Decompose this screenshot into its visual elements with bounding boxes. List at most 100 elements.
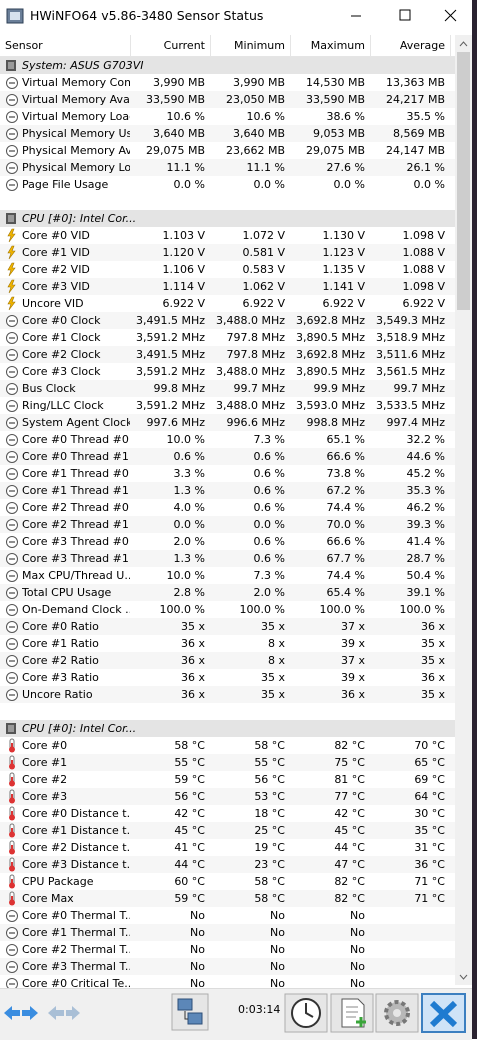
close-button[interactable] <box>421 993 466 1033</box>
sensor-value: 0.0 % <box>333 177 365 191</box>
network-button[interactable] <box>171 993 209 1031</box>
sensor-value: No <box>350 976 365 990</box>
sensor-name: Core #0 <box>22 738 68 752</box>
sensor-icon <box>6 382 18 395</box>
sensor-value: 30 °C <box>414 806 445 820</box>
sensor-row: Core #1 Thread #1... 1.3 % 0.6 % 67.2 % 35.3… <box>0 481 455 499</box>
sensor-value: No <box>270 925 285 939</box>
sensor-row: Core #0 Clock 3,491.5 MHz 3,488.0 MHz 3,692… <box>0 311 455 329</box>
window-controls[interactable] <box>345 4 473 28</box>
sensor-value: 997.6 MHz <box>146 415 205 429</box>
scroll-thumb[interactable] <box>457 52 470 310</box>
sensor-value: 19 °C <box>254 840 285 854</box>
column-separator <box>210 35 211 56</box>
sensor-value: 58 °C <box>254 874 285 888</box>
sensor-icon <box>6 535 18 548</box>
sensor-row: Core #2 Thread #0... 4.0 % 0.6 % 74.4 % 46.2… <box>0 498 455 516</box>
sensor-value: 29,075 MB <box>305 143 365 157</box>
sensor-icon <box>6 586 18 599</box>
sensor-row: Core #1 Thread #0... 3.3 % 0.6 % 73.8 % 45.2… <box>0 464 455 482</box>
sensor-value: 3,488.0 MHz <box>215 364 285 378</box>
sensor-value: 100.0 % <box>399 602 445 616</box>
sensor-icon <box>6 620 18 633</box>
sensor-icon <box>6 501 18 514</box>
sensor-row: Core #2 59 °C 56 °C 81 °C 69 °C <box>0 770 455 788</box>
sensor-value: 44 °C <box>334 840 365 854</box>
sensor-value: 1.141 V <box>322 279 365 293</box>
sensor-value: No <box>350 942 365 956</box>
sensor-name: Ring/LLC Clock <box>22 398 104 412</box>
sensor-name: Max CPU/Thread U... <box>22 568 130 582</box>
sensor-value: 39 x <box>340 636 365 650</box>
sensor-row: System Agent Clock 997.6 MHz 996.6 MHz 998.… <box>0 413 455 431</box>
sensor-value: 3.3 % <box>173 466 205 480</box>
sensor-value: 3,533.5 MHz <box>375 398 445 412</box>
sensor-value: 1.088 V <box>402 245 445 259</box>
group-row: CPU [#0]: Intel Cor... <box>0 209 455 227</box>
sensor-value: 3,640 MB <box>232 126 285 140</box>
sensor-value: 6.922 V <box>322 296 365 310</box>
clock-button[interactable] <box>284 993 328 1033</box>
sensor-value: 35 x <box>180 619 205 633</box>
sensor-icon <box>6 518 18 531</box>
sensor-icon <box>7 279 16 293</box>
sensor-value: 99.8 MHz <box>153 381 205 395</box>
sensor-value: 100.0 % <box>319 602 365 616</box>
maximize[interactable] <box>399 9 411 21</box>
sensor-value: 35 x <box>260 670 285 684</box>
nav-button[interactable] <box>4 1006 38 1020</box>
sensor-row: Core #2 Thermal T... No No No <box>0 940 455 958</box>
sensor-value: 39.1 % <box>406 585 445 599</box>
report-button[interactable] <box>330 993 374 1033</box>
sensor-value: 50.4 % <box>406 568 445 582</box>
sensor-value: 36 x <box>180 653 205 667</box>
sensor-value: No <box>270 942 285 956</box>
group-row: CPU [#0]: Intel Cor... <box>0 719 455 737</box>
nav-button-disabled[interactable] <box>48 1006 80 1020</box>
sensor-row: Max CPU/Thread U... 10.0 % 7.3 % 74.4 % 50.4… <box>0 566 455 584</box>
sensor-row: Virtual Memory Load 10.6 % 10.6 % 38.6 % 35.… <box>0 107 455 125</box>
sensor-value: 58 °C <box>254 738 285 752</box>
sensor-value: 0.0 % <box>253 517 285 531</box>
sensor-name: Core #0 Thread #0... <box>22 432 130 446</box>
sensor-value: 24,217 MB <box>385 92 445 106</box>
sensor-value: 53 °C <box>254 789 285 803</box>
sensor-value: 3,591.2 MHz <box>135 364 205 378</box>
sensor-row: Core Max 59 °C 58 °C 82 °C 71 °C <box>0 889 455 907</box>
sensor-name: Core #0 Distance t... <box>22 806 130 820</box>
close[interactable] <box>444 9 457 22</box>
sensor-row: Ring/LLC Clock 3,591.2 MHz 3,488.0 MHz 3,59… <box>0 396 455 414</box>
elapsed-time: 0:03:14 <box>238 1003 281 1016</box>
sensor-name: Core #1 Ratio <box>22 636 99 650</box>
sensor-name: Core #3 Clock <box>22 364 101 378</box>
sensor-value: 77 °C <box>334 789 365 803</box>
sensor-name: Core #3 VID <box>22 279 90 293</box>
sensor-icon <box>9 772 15 786</box>
sensor-value: 6.922 V <box>242 296 285 310</box>
group-name: CPU [#0]: Intel Cor... <box>22 211 137 225</box>
column-separator <box>290 35 291 56</box>
sensor-value: 99.7 MHz <box>233 381 285 395</box>
sensor-value: 797.8 MHz <box>226 330 285 344</box>
sensor-row: Core #3 Thread #0... 2.0 % 0.6 % 66.6 % 41.4… <box>0 532 455 550</box>
settings-button[interactable] <box>375 993 419 1033</box>
sensor-row: Page File Usage 0.0 % 0.0 % 0.0 % 0.0 % <box>0 175 455 193</box>
sensor-value: 35 x <box>420 687 445 701</box>
sensor-value: 13,363 MB <box>385 75 445 89</box>
sensor-value: 3,549.3 MHz <box>375 313 445 327</box>
sensor-name: Core #3 Thermal T... <box>22 959 130 973</box>
sensor-icon <box>6 178 18 191</box>
sensor-icon <box>9 857 15 871</box>
sensor-value: 36 x <box>420 619 445 633</box>
sensor-value: No <box>190 942 205 956</box>
sensor-value: 3,990 MB <box>152 75 205 89</box>
sensor-icon <box>6 59 16 71</box>
sensor-name: Core #1 VID <box>22 245 90 259</box>
sensor-icon <box>6 926 18 939</box>
sensor-row: Core #3 Thread #1... 1.3 % 0.6 % 67.7 % 28.7… <box>0 549 455 567</box>
sensor-name: Total CPU Usage <box>22 585 112 599</box>
sensor-row: Core #3 Ratio 36 x 35 x 39 x 36 x <box>0 668 455 686</box>
sensor-value: 42 °C <box>174 806 205 820</box>
sensor-row: Core #3 Distance t... 44 °C 23 °C 47 °C 36 °… <box>0 855 455 873</box>
sensor-value: 33,590 MB <box>145 92 205 106</box>
